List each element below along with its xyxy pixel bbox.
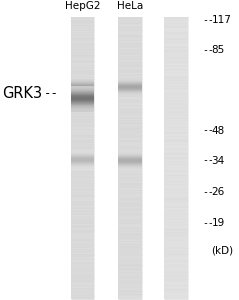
Text: (kD): (kD) xyxy=(212,245,234,256)
Text: --: -- xyxy=(202,15,214,26)
Text: --: -- xyxy=(202,45,214,56)
Text: 19: 19 xyxy=(212,218,225,229)
Text: --: -- xyxy=(202,125,214,136)
Text: 48: 48 xyxy=(212,125,225,136)
Text: HepG2: HepG2 xyxy=(65,2,100,11)
Bar xyxy=(71,16,94,298)
Text: 117: 117 xyxy=(212,15,231,26)
Text: 26: 26 xyxy=(212,187,225,197)
Text: --: -- xyxy=(44,87,59,100)
Text: --: -- xyxy=(202,218,214,229)
Text: HeLa: HeLa xyxy=(117,2,143,11)
Text: --: -- xyxy=(202,155,214,166)
Bar xyxy=(164,16,188,298)
Bar xyxy=(118,16,142,298)
Text: 34: 34 xyxy=(212,155,225,166)
Text: 85: 85 xyxy=(212,45,225,56)
Text: GRK3: GRK3 xyxy=(2,86,43,101)
Text: --: -- xyxy=(202,187,214,197)
